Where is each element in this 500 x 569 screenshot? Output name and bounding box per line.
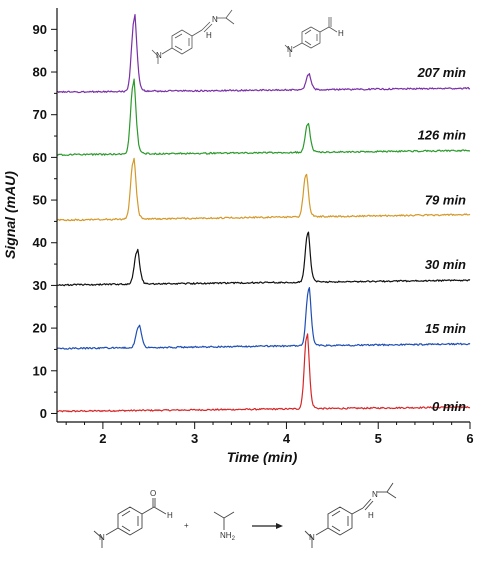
- y-axis-ticks: 0 10 20 30 40 50 60 70 80 90: [33, 22, 57, 421]
- x-tick-label: 4: [283, 431, 291, 446]
- trace-79-min: [56, 157, 471, 222]
- x-tick-label: 2: [99, 431, 106, 446]
- trace-207-min: [56, 14, 471, 94]
- reaction-arrow: [252, 523, 283, 529]
- imine-inset-n-label: N: [212, 15, 218, 24]
- x-tick-label: 6: [466, 431, 473, 446]
- isopropylamine-structure: [213, 511, 235, 530]
- aldehyde-n-label: N: [99, 533, 105, 542]
- y-tick-label: 20: [33, 321, 47, 336]
- aldehyde-structure: [93, 498, 167, 548]
- y-tick-label: 30: [33, 278, 47, 293]
- aldehyde-structure-inset: [284, 17, 338, 57]
- y-tick-label: 0: [40, 406, 47, 421]
- trace-label: 30 min: [425, 257, 466, 272]
- chromatogram-chart: 0 min 15 min 30 min 79 min 126 min 207 min 2 3…: [2, 8, 474, 465]
- reaction-scheme: O H N + NH2 N H N: [93, 482, 397, 548]
- trace-30-min: [56, 231, 471, 287]
- imine-inset-amine-n-label: N: [156, 51, 162, 60]
- trace-0-min: [56, 333, 471, 413]
- plot-area: 0 min 15 min 30 min 79 min 126 min 207 min: [56, 14, 471, 414]
- plus-sign: +: [184, 521, 189, 530]
- y-tick-label: 80: [33, 65, 47, 80]
- y-axis-title: Signal (mAU): [2, 171, 18, 259]
- imine-inset-h-label: H: [206, 31, 212, 40]
- imine-structure-inset: [151, 9, 235, 64]
- y-tick-label: 90: [33, 22, 47, 37]
- x-tick-label: 3: [191, 431, 198, 446]
- y-tick-label: 60: [33, 150, 47, 165]
- imine-amine-n-label: N: [309, 533, 315, 542]
- y-tick-label: 40: [33, 235, 47, 250]
- x-axis-title: Time (min): [227, 449, 298, 465]
- trace-label: 0 min: [432, 399, 466, 414]
- imine-structure: [304, 482, 397, 548]
- imine-n-label: N: [372, 490, 378, 499]
- aldehyde-inset-h-label: H: [338, 29, 344, 38]
- y-tick-label: 10: [33, 363, 47, 378]
- aldehyde-inset-n-label: N: [287, 45, 293, 54]
- trace-label: 126 min: [418, 127, 466, 142]
- x-tick-label: 5: [375, 431, 382, 446]
- trace-label: 207 min: [417, 65, 466, 80]
- amine-nh2-label: NH2: [220, 531, 236, 542]
- trace-126-min: [56, 78, 470, 157]
- trace-label: 15 min: [425, 321, 466, 336]
- trace-label: 79 min: [425, 192, 466, 207]
- y-tick-label: 50: [33, 193, 47, 208]
- y-tick-label: 70: [33, 107, 47, 122]
- aldehyde-h-label: H: [167, 511, 173, 520]
- x-axis-ticks: 2 3 4 5 6: [65, 422, 474, 446]
- imine-h-label: H: [368, 511, 374, 520]
- trace-15-min: [56, 287, 471, 350]
- aldehyde-o-label: O: [150, 489, 156, 498]
